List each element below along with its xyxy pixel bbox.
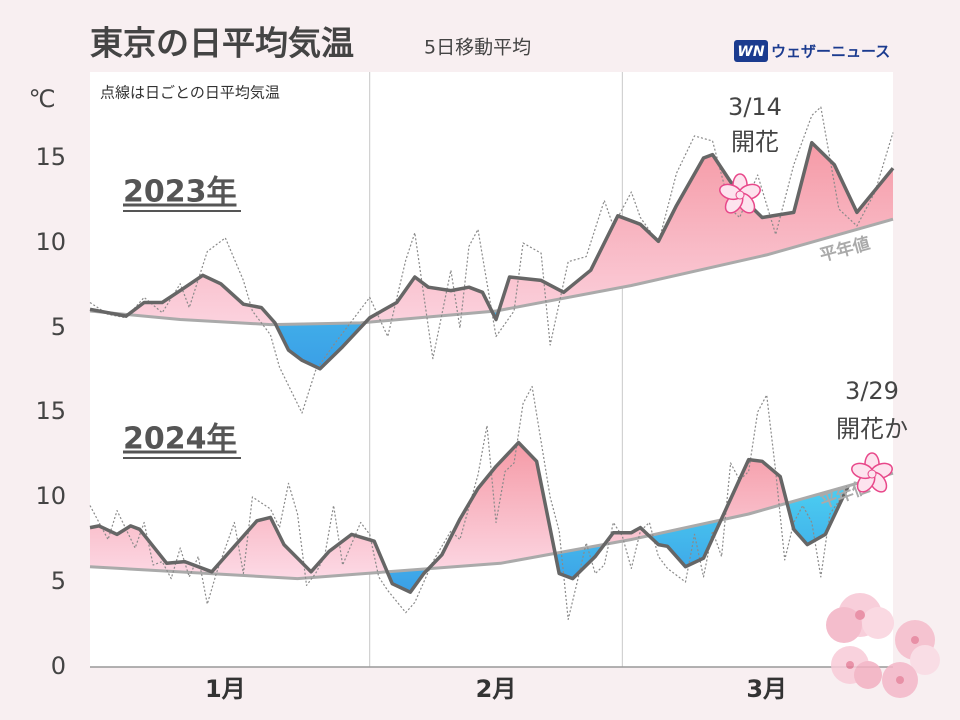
normal-line	[89, 217, 894, 327]
blossom-center	[867, 469, 877, 479]
annotation: 3/14	[728, 93, 782, 121]
x-tick-label: 1月	[205, 675, 246, 703]
brand-badge: WN	[737, 44, 764, 60]
normal-line	[89, 471, 894, 581]
y-tick-label: 15	[35, 143, 66, 171]
y-tick-label: 0	[51, 652, 66, 680]
blossom-decoration	[826, 593, 940, 698]
annotation: 開花	[731, 128, 779, 156]
anomaly-above	[90, 142, 893, 325]
plot-background	[90, 72, 893, 667]
subtitle: 5日移動平均	[424, 37, 531, 59]
unit-label: ℃	[29, 85, 56, 113]
year-label: 2024年	[123, 422, 237, 457]
y-tick-label: 15	[35, 397, 66, 425]
annotation: 3/29	[845, 377, 899, 405]
y-tick-label: 5	[51, 567, 66, 595]
brand-logo: WN ウェザーニュース	[734, 40, 890, 62]
blossom-icon	[719, 173, 761, 214]
x-tick-label: 3月	[746, 675, 787, 703]
year-label: 2023年	[123, 175, 237, 210]
annotation: 開花か	[836, 415, 908, 443]
blossom-icon	[851, 452, 893, 493]
anomaly-above	[90, 442, 848, 579]
average-line	[89, 440, 850, 594]
note: 点線は日ごとの日平均気温	[100, 84, 280, 102]
brand-name: ウェザーニュース	[771, 43, 890, 61]
x-tick-label: 2月	[476, 675, 517, 703]
y-tick-label: 5	[51, 313, 66, 341]
brand-badge-box	[734, 40, 768, 62]
y-tick-label: 10	[35, 482, 66, 510]
daily-line	[89, 385, 849, 620]
blossom-center	[735, 190, 745, 200]
title: 東京の日平均気温	[90, 24, 354, 63]
y-tick-label: 10	[35, 228, 66, 256]
